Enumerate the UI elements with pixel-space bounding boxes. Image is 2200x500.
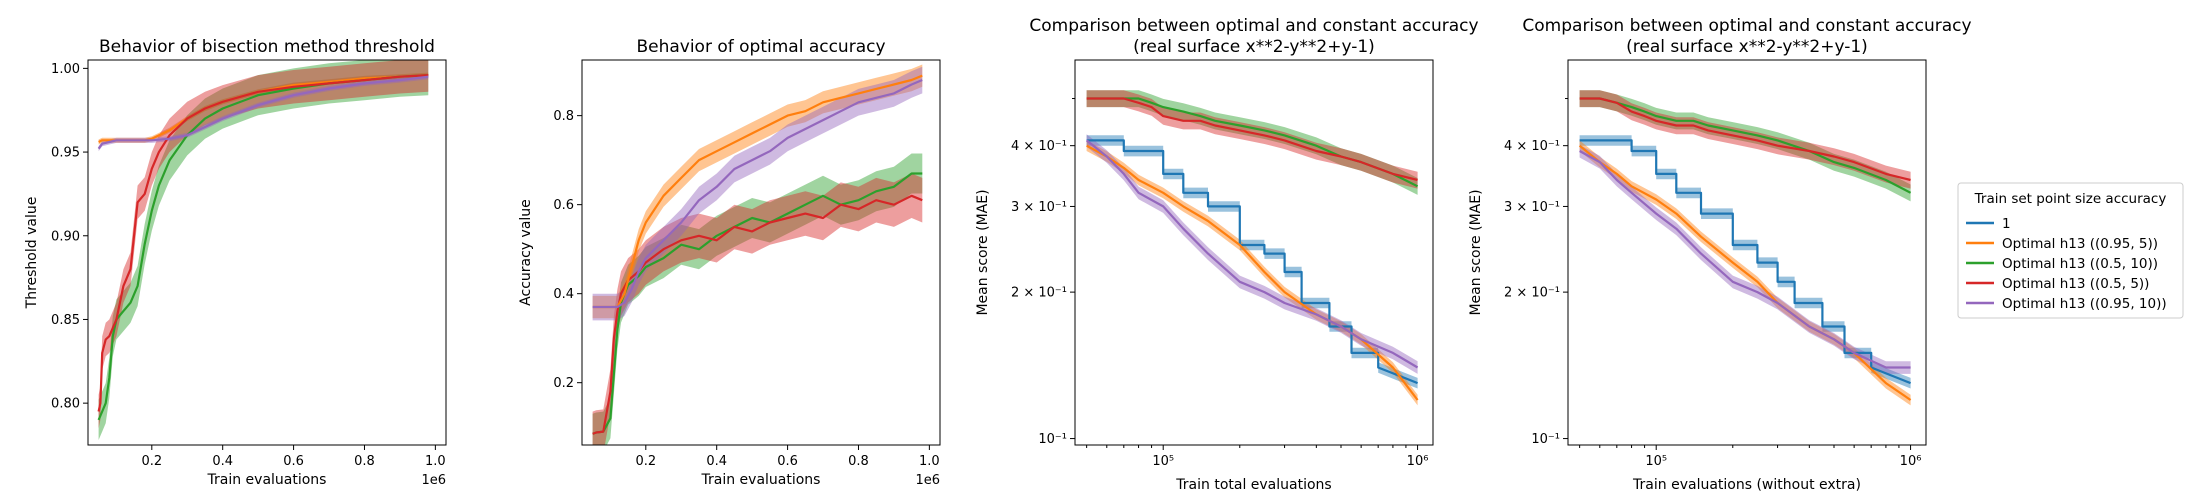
chart-title: Comparison between optimal and constant … bbox=[1029, 16, 1478, 36]
axes-frame bbox=[87, 59, 447, 446]
confidence-band-2 bbox=[592, 173, 923, 445]
y-tick-label: 0.90 bbox=[51, 229, 80, 244]
y-tick-label: 0.80 bbox=[51, 397, 80, 412]
y-tick-label: 0.6 bbox=[553, 198, 574, 213]
chart-subtitle: (real surface x**2-y**2+y-1) bbox=[1133, 37, 1375, 57]
plot-area bbox=[1578, 90, 1912, 406]
chart-subtitle: (real surface x**2-y**2+y-1) bbox=[1626, 37, 1868, 57]
y-tick-label: 4 × 10⁻¹ bbox=[1504, 139, 1560, 154]
x-tick-label: 0.4 bbox=[706, 454, 727, 469]
y-tick-label: 0.85 bbox=[51, 313, 80, 328]
y-tick-label: 10⁻¹ bbox=[1531, 432, 1560, 447]
chart-title: Behavior of optimal accuracy bbox=[636, 37, 885, 57]
confidence-band-1 bbox=[1086, 90, 1418, 195]
y-tick-label: 2 × 10⁻¹ bbox=[1504, 286, 1560, 301]
plot-area bbox=[1085, 90, 1419, 406]
axes-frame bbox=[1567, 59, 1927, 446]
x-tick-label: 10⁶ bbox=[1407, 454, 1429, 469]
series-line-4 bbox=[592, 78, 923, 309]
x-offset-text: 1e6 bbox=[915, 473, 940, 488]
x-tick-label: 1.0 bbox=[919, 454, 940, 469]
plot-area bbox=[97, 60, 429, 440]
plot-area bbox=[592, 64, 923, 445]
legend-entry-label: Optimal h13 ((0.5, 10)) bbox=[2002, 256, 2158, 272]
chart-3: 10⁵ 10⁶ 10⁻¹ 2 × 10⁻¹ 3 × 10⁻¹ 4 × 10⁻¹ Train … bbox=[975, 16, 1479, 493]
series-line-3 bbox=[97, 74, 429, 412]
legend-entry-label: Optimal h13 ((0.5, 5)) bbox=[2002, 276, 2149, 292]
chart-1: 0.2 0.4 0.6 0.8 1.0 0.80 0.85 0.90 0.95 1.00 1e6 Tr… bbox=[24, 37, 447, 488]
series-line-5 bbox=[1579, 150, 1911, 369]
confidence-band-4 bbox=[1086, 140, 1418, 406]
x-offset-text: 1e6 bbox=[421, 473, 446, 488]
confidence-band-4 bbox=[592, 66, 923, 321]
series-line-2 bbox=[1579, 97, 1911, 182]
axes-frame bbox=[581, 59, 941, 446]
x-tick-label: 1.0 bbox=[425, 454, 446, 469]
y-tick-label: 10⁻¹ bbox=[1038, 432, 1067, 447]
legend-title: Train set point size accuracy bbox=[1974, 191, 2167, 207]
y-tick-label: 0.4 bbox=[553, 287, 574, 302]
y-tick-label: 3 × 10⁻¹ bbox=[1504, 200, 1560, 215]
confidence-band-1 bbox=[592, 153, 923, 445]
series-line-3 bbox=[1086, 139, 1419, 385]
y-tick-label: 3 × 10⁻¹ bbox=[1011, 200, 1067, 215]
series-line-1 bbox=[1579, 97, 1912, 194]
chart-title: Comparison between optimal and constant … bbox=[1522, 16, 1971, 36]
series-line-2 bbox=[592, 194, 923, 435]
x-tick-label: 0.8 bbox=[354, 454, 375, 469]
y-axis-label: Threshold value bbox=[24, 197, 40, 310]
y-axis-label: Mean score (MAE) bbox=[975, 189, 991, 315]
confidence-band-3 bbox=[1086, 135, 1418, 389]
series-line-5 bbox=[1085, 139, 1419, 369]
legend-box bbox=[1957, 182, 2184, 319]
x-axis-label: Train evaluations bbox=[701, 472, 821, 488]
y-tick-label: 2 × 10⁻¹ bbox=[1011, 286, 1067, 301]
y-tick-label: 1.00 bbox=[51, 62, 80, 77]
x-tick-label: 10⁶ bbox=[1900, 454, 1922, 469]
x-axis-label: Train evaluations bbox=[207, 472, 327, 488]
chart-4: 10⁵ 10⁶ 10⁻¹ 2 × 10⁻¹ 3 × 10⁻¹ 4 × 10⁻¹ Train … bbox=[1468, 16, 1972, 493]
series-line-4 bbox=[97, 75, 429, 150]
x-tick-label: 0.4 bbox=[212, 454, 233, 469]
x-tick-label: 0.8 bbox=[848, 454, 869, 469]
confidence-band-3 bbox=[1579, 135, 1911, 389]
legend-entry-label: 1 bbox=[2002, 216, 2011, 232]
series-line-2 bbox=[1086, 97, 1418, 182]
x-tick-label: 0.2 bbox=[635, 454, 656, 469]
y-axis-label: Mean score (MAE) bbox=[1468, 189, 1484, 315]
x-tick-label: 0.6 bbox=[283, 454, 304, 469]
y-axis-label: Accuracy value bbox=[518, 199, 534, 306]
confidence-band-4 bbox=[98, 74, 429, 152]
x-tick-label: 0.6 bbox=[777, 454, 798, 469]
confidence-band-2 bbox=[98, 60, 429, 440]
y-tick-label: 0.2 bbox=[553, 376, 574, 391]
confidence-band-2 bbox=[1086, 90, 1418, 189]
legend-entry-label: Optimal h13 ((0.95, 5)) bbox=[2002, 236, 2158, 252]
legend-entry-label: Optimal h13 ((0.95, 10)) bbox=[2002, 296, 2167, 312]
series-line-1 bbox=[592, 172, 923, 435]
x-axis-label: Train evaluations (without extra) bbox=[1632, 477, 1861, 493]
x-tick-label: 0.2 bbox=[141, 454, 162, 469]
y-tick-label: 0.8 bbox=[553, 109, 574, 124]
axes-frame bbox=[1074, 59, 1434, 446]
x-tick-label: 10⁵ bbox=[1645, 454, 1667, 469]
series-line-3 bbox=[1579, 139, 1912, 385]
legend: Train set point size accuracy 1 Optimal h1… bbox=[1957, 182, 2184, 319]
chart-title: Behavior of bisection method threshold bbox=[99, 37, 435, 57]
chart-2: 0.2 0.4 0.6 0.8 1.0 0.2 0.4 0.6 0.8 1e6 Train eval… bbox=[518, 37, 941, 488]
confidence-band-2 bbox=[1579, 90, 1911, 189]
x-axis-label: Train total evaluations bbox=[1175, 477, 1331, 493]
x-tick-label: 10⁵ bbox=[1152, 454, 1174, 469]
y-tick-label: 4 × 10⁻¹ bbox=[1011, 139, 1067, 154]
y-tick-label: 0.95 bbox=[51, 146, 80, 161]
